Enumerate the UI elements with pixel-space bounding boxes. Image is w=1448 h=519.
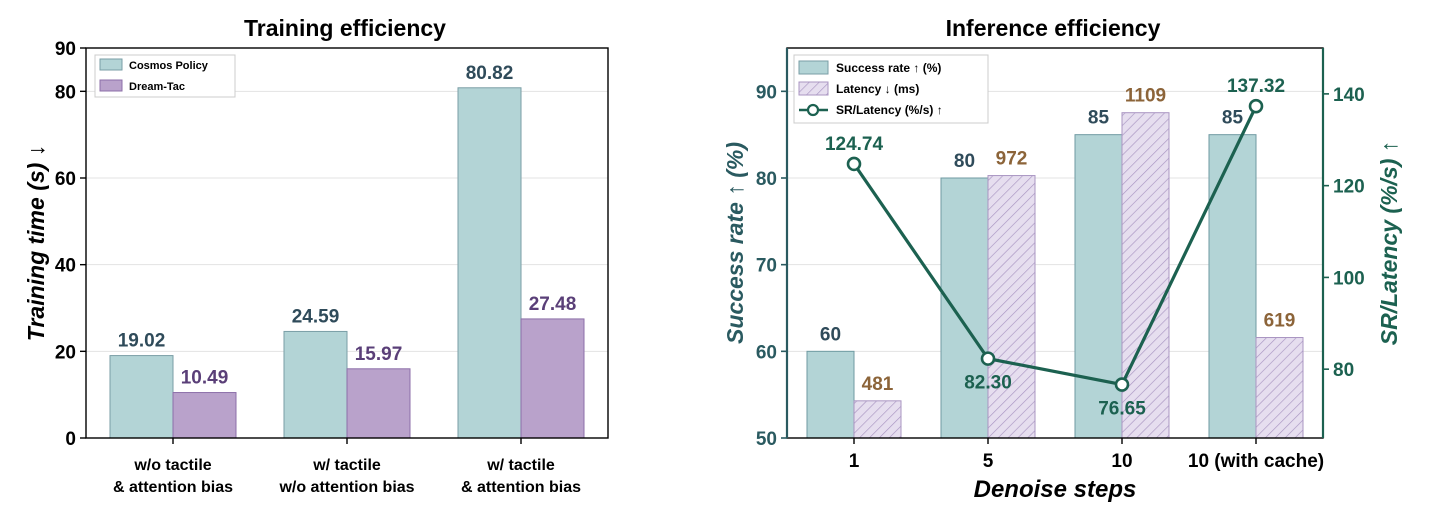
data-label: 15.97 [355,344,403,365]
line-marker [1114,377,1130,392]
legend-label-sr-latency: SR/Latency (%/s) ↑ [836,103,943,117]
chart-title: Inference efficiency [946,15,1161,41]
x-tick-label: 10 [1111,451,1132,472]
legend-label-success-rate: Success rate ↑ (%) [836,61,941,75]
data-label-success-rate: 85 [1088,108,1110,129]
secondary-y-axis-label: SR/Latency (%/s) ↑ [1376,141,1402,346]
legend-label-latency: Latency ↓ (ms) [836,82,919,96]
y2-tick-label: 100 [1333,268,1365,289]
line-marker [846,156,862,172]
y-axis-label: Training time (s) ↓ [23,145,49,341]
y2-tick-label: 120 [1333,177,1365,198]
data-label-latency: 481 [862,374,894,395]
bars: 19.02 10.49 24.59 15.97 80.82 27.48 [109,63,585,439]
chart-title: Training efficiency [244,15,446,41]
data-label-latency: 1109 [1125,86,1166,107]
legend-label-cosmos-policy: Cosmos Policy [129,60,209,72]
y-tick-label: 60 [756,342,777,363]
x-tick-label: w/o attention bias [278,479,414,496]
legend-swatch-latency [798,81,829,96]
y-axis-label: Success rate ↑ (%) [722,142,748,344]
bar-success-rate [940,177,989,439]
data-label: 27.48 [529,294,577,315]
data-label: 19.02 [118,331,166,352]
x-axis-ticks: w/o tactile & attention bias w/ tactile w/o… [113,438,581,496]
legend: Cosmos Policy Dream-Tac [94,54,236,98]
line-path [852,105,1258,387]
bar-latency [1255,337,1304,439]
secondary-y-axis-ticks: 80 100 120 140 [1323,85,1365,381]
data-label-success-rate: 80 [954,151,975,172]
x-axis-label: Denoise steps [974,476,1137,503]
training-efficiency-chart: Training efficiency 19.02 10.49 24.59 15.97… [23,15,609,496]
y-tick-label: 80 [756,169,777,190]
y2-tick-label: 140 [1333,85,1365,106]
x-tick-label: w/ tactile [486,457,555,474]
data-label-sr-latency: 124.74 [825,134,884,155]
data-label-success-rate: 60 [820,324,841,345]
x-tick-label: 1 [849,451,860,472]
legend-marker-sr-latency [806,103,820,117]
bar-latency [1121,112,1170,439]
y-tick-label: 80 [55,82,76,103]
bar [346,368,411,439]
x-tick-label: 5 [983,451,994,472]
x-tick-label: w/o tactile [133,457,211,474]
sr-latency-line: 124.74 82.30 76.65 137.32 [825,76,1285,419]
x-tick-label: 10 (with cache) [1188,451,1324,472]
bar-success-rate [1074,134,1123,439]
legend-swatch-dream-tac [99,79,123,92]
data-label: 80.82 [466,63,514,84]
y-tick-label: 40 [55,256,76,277]
y2-tick-label: 80 [1333,360,1354,381]
y-tick-label: 60 [55,169,76,190]
bar-success-rate [806,350,855,439]
legend-label-dream-tac: Dream-Tac [129,81,185,93]
x-axis-ticks: 1 5 10 10 (with cache) [849,438,1324,472]
line-marker [980,351,996,366]
bar-latency [987,175,1036,439]
data-label: 10.49 [181,368,229,389]
bar [457,87,522,439]
data-label-sr-latency: 82.30 [964,373,1012,394]
data-label-sr-latency: 76.65 [1098,399,1146,420]
bar [283,330,348,439]
y-tick-label: 0 [65,429,76,450]
x-tick-label: w/ tactile [312,457,381,474]
bar [520,318,585,439]
data-label-success-rate: 85 [1222,108,1244,129]
y-axis-ticks: 0 20 40 60 80 90 [55,39,86,450]
x-tick-label: & attention bias [113,479,233,496]
y-tick-label: 20 [55,342,76,363]
data-label-latency: 619 [1264,311,1296,332]
line-marker [1248,98,1264,114]
y-tick-label: 90 [756,82,777,103]
bar-success-rate [1208,134,1257,439]
bar [172,392,237,439]
y-axis-ticks: 50 60 70 80 90 [756,82,787,450]
y-tick-label: 70 [756,256,777,277]
data-label-sr-latency: 137.32 [1227,76,1285,97]
legend: Success rate ↑ (%) Latency ↓ (ms) SR/Lat… [793,54,989,124]
bar-latency [853,400,902,439]
y-tick-label: 90 [55,39,76,60]
data-label-latency: 972 [996,149,1028,170]
legend-swatch-cosmos-policy [99,58,123,71]
x-tick-label: & attention bias [461,479,581,496]
y-tick-label: 50 [756,429,777,450]
legend-swatch-success-rate [798,60,829,75]
data-label: 24.59 [292,306,340,327]
bars: 60 481 80 972 85 1109 85 619 [806,86,1304,439]
bar [109,355,174,439]
